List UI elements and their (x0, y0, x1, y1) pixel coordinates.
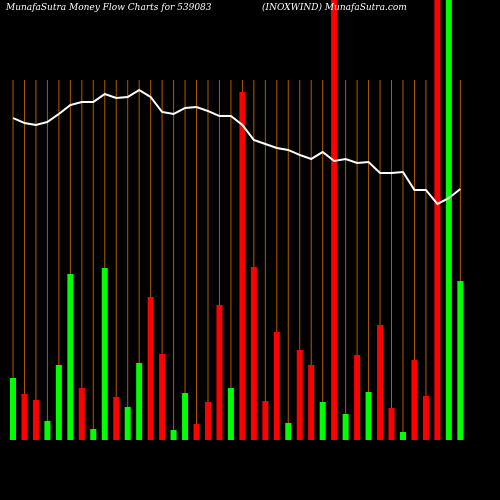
bar (113, 397, 120, 440)
bar (388, 408, 395, 440)
bar (457, 281, 464, 440)
price-line (12, 88, 461, 206)
plot (10, 0, 464, 440)
bar (342, 414, 349, 440)
bar (159, 354, 166, 440)
bar (124, 407, 131, 440)
chart-title: MunafaSutra Money Flow Charts for 539083 (5, 3, 212, 13)
chart-subtitle: (INOXWIND) MunafaSutra.com (262, 2, 407, 13)
bar (365, 392, 372, 440)
bar (285, 423, 292, 440)
bar (331, 0, 338, 440)
bar (445, 0, 452, 440)
bar (78, 388, 85, 440)
bar (170, 430, 177, 440)
bar (90, 429, 97, 440)
bar (204, 402, 211, 440)
bar (422, 396, 429, 440)
bar (10, 378, 16, 440)
bar (296, 350, 303, 440)
bar (250, 267, 257, 440)
bar (44, 421, 51, 440)
bar (67, 274, 74, 440)
bar (147, 297, 154, 440)
bar (101, 268, 108, 440)
bar (354, 355, 361, 440)
bar (239, 92, 246, 440)
bar (193, 424, 200, 440)
bar (21, 394, 28, 440)
bar (227, 388, 234, 440)
bar (399, 432, 406, 440)
bar (32, 400, 39, 440)
bar (182, 393, 189, 440)
bar (411, 360, 418, 440)
bar (262, 401, 269, 440)
bar (377, 325, 384, 440)
bar (319, 402, 326, 440)
bar (136, 363, 143, 440)
bar (308, 365, 315, 440)
bar (55, 365, 62, 440)
bar (434, 0, 441, 440)
bar (216, 305, 223, 440)
bar (273, 332, 280, 440)
